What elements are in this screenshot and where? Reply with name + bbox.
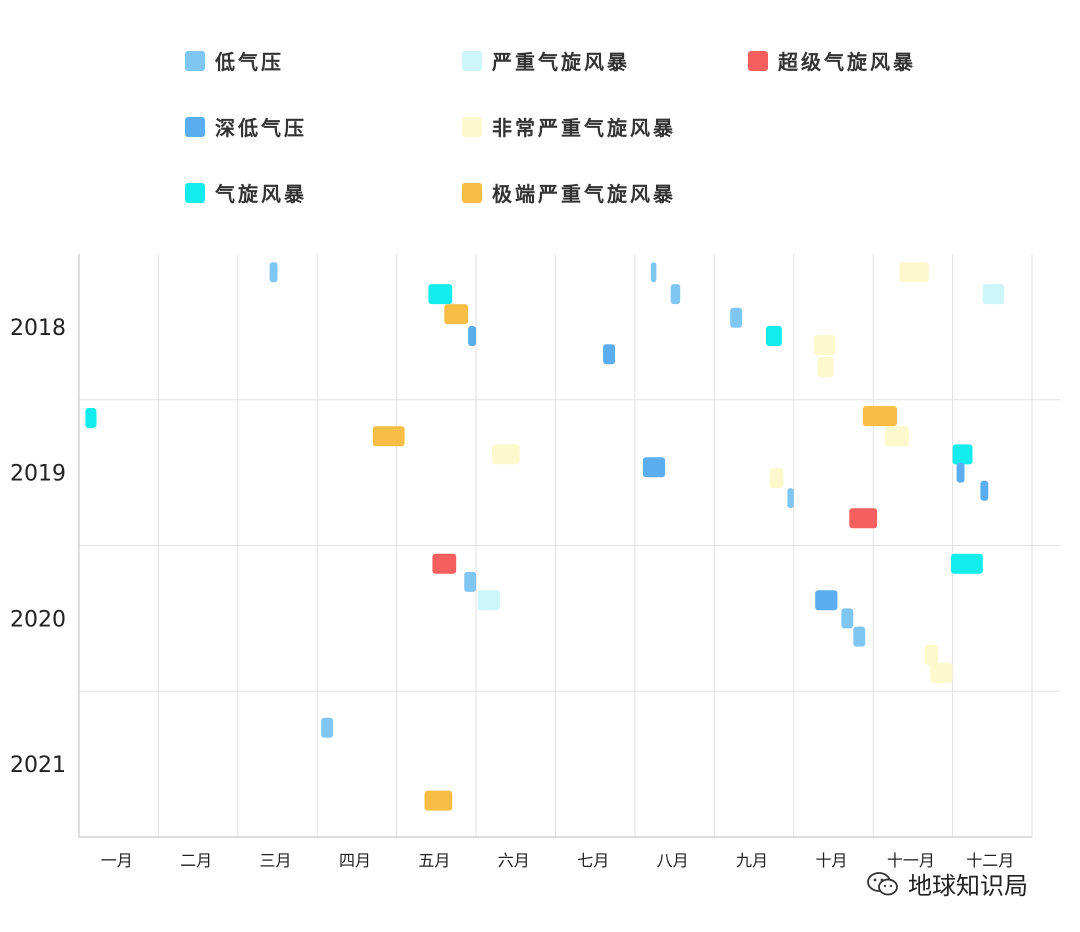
storm-bar-extremely-severe-cyclonic-storm	[372, 426, 405, 447]
storm-bar-cyclonic-storm	[428, 284, 453, 305]
legend-swatch	[462, 182, 482, 203]
storm-bar-cyclonic-storm	[766, 326, 782, 346]
storm-bar-cyclonic-storm	[952, 444, 973, 465]
storm-bar-extremely-severe-cyclonic-storm	[424, 790, 453, 811]
year-label: 2019	[10, 462, 66, 487]
storm-bar-deep-low-pressure	[980, 480, 989, 501]
storm-bar-cyclonic-storm	[85, 408, 97, 428]
storm-bar-deep-low-pressure	[468, 326, 476, 346]
year-label: 2018	[10, 316, 66, 341]
grid	[78, 254, 1060, 838]
storm-bar-very-severe-cyclonic-storm	[924, 644, 939, 665]
month-label: 一月	[101, 851, 133, 870]
storm-bar-low-pressure	[464, 571, 477, 592]
legend-label: 气旋风暴	[215, 182, 307, 206]
month-label: 四月	[339, 851, 371, 870]
month-label: 十一月	[887, 851, 935, 870]
storm-bar-super-cyclonic-storm	[849, 508, 878, 529]
storm-bar-low-pressure	[853, 626, 866, 647]
storm-bar-low-pressure	[269, 262, 278, 283]
storm-bar-very-severe-cyclonic-storm	[885, 426, 909, 447]
legend-swatch	[185, 50, 205, 71]
month-label: 二月	[180, 851, 212, 870]
storm-bar-cyclonic-storm	[951, 553, 983, 574]
month-label: 八月	[657, 851, 689, 870]
storm-bar-very-severe-cyclonic-storm	[899, 262, 929, 283]
legend-label: 深低气压	[215, 116, 307, 140]
month-label: 十月	[815, 851, 847, 870]
storm-bar-super-cyclonic-storm	[432, 553, 457, 574]
storm-bar-low-pressure	[841, 608, 854, 629]
watermark: 地球知识局	[866, 866, 1028, 901]
legend-item-extremely-severe-cyclonic-storm: 极端严重气旋风暴	[462, 178, 676, 207]
storm-bar-deep-low-pressure	[603, 344, 615, 365]
storm-bar-extremely-severe-cyclonic-storm	[862, 406, 897, 427]
legend-item-super-cyclonic-storm: 超级气旋风暴	[748, 46, 916, 75]
legend-label: 低气压	[215, 50, 284, 74]
storm-bar-low-pressure	[787, 488, 794, 509]
storm-bar-deep-low-pressure	[815, 590, 838, 611]
legend-swatch	[185, 116, 205, 137]
year-label: 2021	[10, 753, 66, 778]
legend: 低气压 严重气旋风暴 超级气旋风暴深低气压 非常严重气旋风暴气旋风暴 极端严重气旋风暴	[0, 0, 1080, 230]
legend-item-very-severe-cyclonic-storm: 非常严重气旋风暴	[462, 112, 676, 141]
legend-label: 非常严重气旋风暴	[492, 116, 676, 140]
month-label: 十二月	[966, 851, 1014, 870]
month-label: 七月	[577, 851, 609, 870]
storm-bar-low-pressure	[321, 717, 334, 738]
legend-swatch	[462, 50, 482, 71]
storm-bar-extremely-severe-cyclonic-storm	[444, 304, 469, 325]
legend-label: 严重气旋风暴	[492, 50, 630, 74]
storm-bar-very-severe-cyclonic-storm	[817, 357, 834, 377]
legend-swatch	[748, 50, 768, 71]
storm-bar-severe-cyclonic-storm	[477, 590, 500, 611]
storm-bar-very-severe-cyclonic-storm	[769, 468, 784, 489]
year-label: 2020	[10, 607, 66, 632]
wechat-icon	[867, 871, 898, 895]
legend-item-severe-cyclonic-storm: 严重气旋风暴	[462, 46, 630, 75]
storm-bar-very-severe-cyclonic-storm	[492, 444, 520, 465]
year-labels: 2018 2019 2020 2021	[10, 316, 66, 778]
storm-marks	[85, 262, 1005, 811]
month-label: 五月	[418, 851, 450, 870]
legend-swatch	[462, 116, 482, 137]
storm-bar-low-pressure	[650, 262, 657, 283]
storm-bar-very-severe-cyclonic-storm	[930, 663, 953, 683]
legend-label: 极端严重气旋风暴	[492, 182, 676, 206]
storm-bar-severe-cyclonic-storm	[982, 284, 1005, 305]
legend-label: 超级气旋风暴	[778, 50, 916, 74]
storm-bar-deep-low-pressure	[642, 457, 666, 478]
month-label: 三月	[260, 851, 292, 870]
storm-bar-low-pressure	[730, 307, 743, 328]
legend-item-cyclonic-storm: 气旋风暴	[185, 178, 307, 207]
storm-bar-low-pressure	[670, 284, 681, 305]
legend-item-low-pressure: 低气压	[185, 46, 284, 75]
month-label: 六月	[498, 851, 530, 870]
month-labels: 一月 二月 三月 四月 五月 六月 七月 八月 九月 十月 十一月 十二月	[101, 851, 1015, 870]
storm-bar-very-severe-cyclonic-storm	[813, 335, 835, 356]
watermark-text: 地球知识局	[908, 872, 1028, 900]
storm-bar-deep-low-pressure	[956, 462, 965, 483]
month-label: 九月	[736, 851, 768, 870]
legend-swatch	[185, 182, 205, 203]
legend-item-deep-low-pressure: 深低气压	[185, 112, 307, 141]
